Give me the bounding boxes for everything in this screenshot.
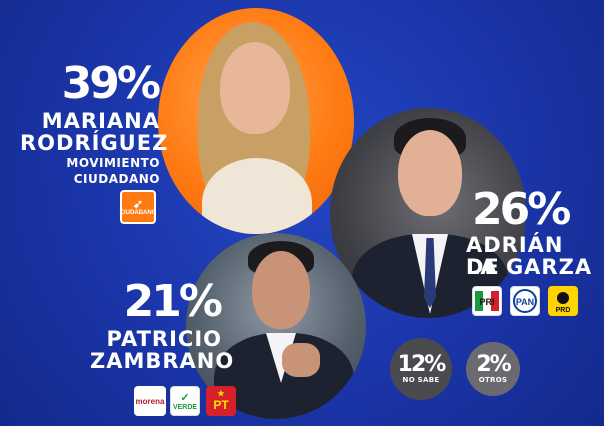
party-mariana-line1: MOVIMIENTO [66,156,160,170]
pt-logo: ★ PT [206,386,236,416]
prd-logo: PRD [548,286,578,316]
percent-otros: 2% [476,351,511,377]
name-patricio-line1: PATRICIO [106,327,222,351]
tie-shape [424,238,436,308]
svg-text:PAN: PAN [516,297,534,307]
morena-logo: morena [134,386,166,416]
percent-adrian: 26% [472,184,571,235]
name-adrian-line2: LA GARZA [466,255,593,279]
badge-no-sabe: 12% NO SABE [390,338,452,400]
face-shape [220,42,290,134]
badge-otros: 2% OTROS [466,342,520,396]
name-patricio-line2: ZAMBRANO [90,349,235,373]
label-no-sabe: NO SABE [402,375,440,384]
candidate-photo-patricio [186,233,366,419]
pan-emblem-icon: PAN [513,289,537,313]
pan-logo: PAN [510,286,540,316]
svg-text:PRD: PRD [556,307,571,314]
face-shape [398,130,462,216]
candidate-photo-adrian [330,108,526,318]
party-mariana-line2: CIUDADANO [73,172,160,186]
label-otros: OTROS [478,375,508,384]
svg-text:PRI: PRI [479,297,494,307]
star-icon: ★ [217,389,225,398]
name-mariana-line2: RODRÍGUEZ [20,131,169,155]
pri-logo: PRI [472,286,502,316]
blouse-shape [202,158,312,234]
movimiento-ciudadano-logo: ➹ CIUDADANO [120,190,156,224]
prd-sun-icon: PRD [556,292,571,314]
percent-patricio: 21% [123,276,223,327]
pri-emblem-icon: PRI [475,291,499,311]
eagle-icon: ➹ [132,197,144,211]
toucan-icon: ✓ [180,391,190,404]
candidate-photo-mariana [158,8,354,234]
verde-logo: ✓ VERDE [170,386,200,416]
percent-no-sabe: 12% [397,351,447,377]
percent-mariana: 39% [61,58,161,109]
hand-shape [282,343,320,377]
name-mariana-line1: MARIANA [41,109,160,133]
face-shape [252,251,310,329]
name-adrian-line1: ADRIÁN DE [466,233,564,279]
